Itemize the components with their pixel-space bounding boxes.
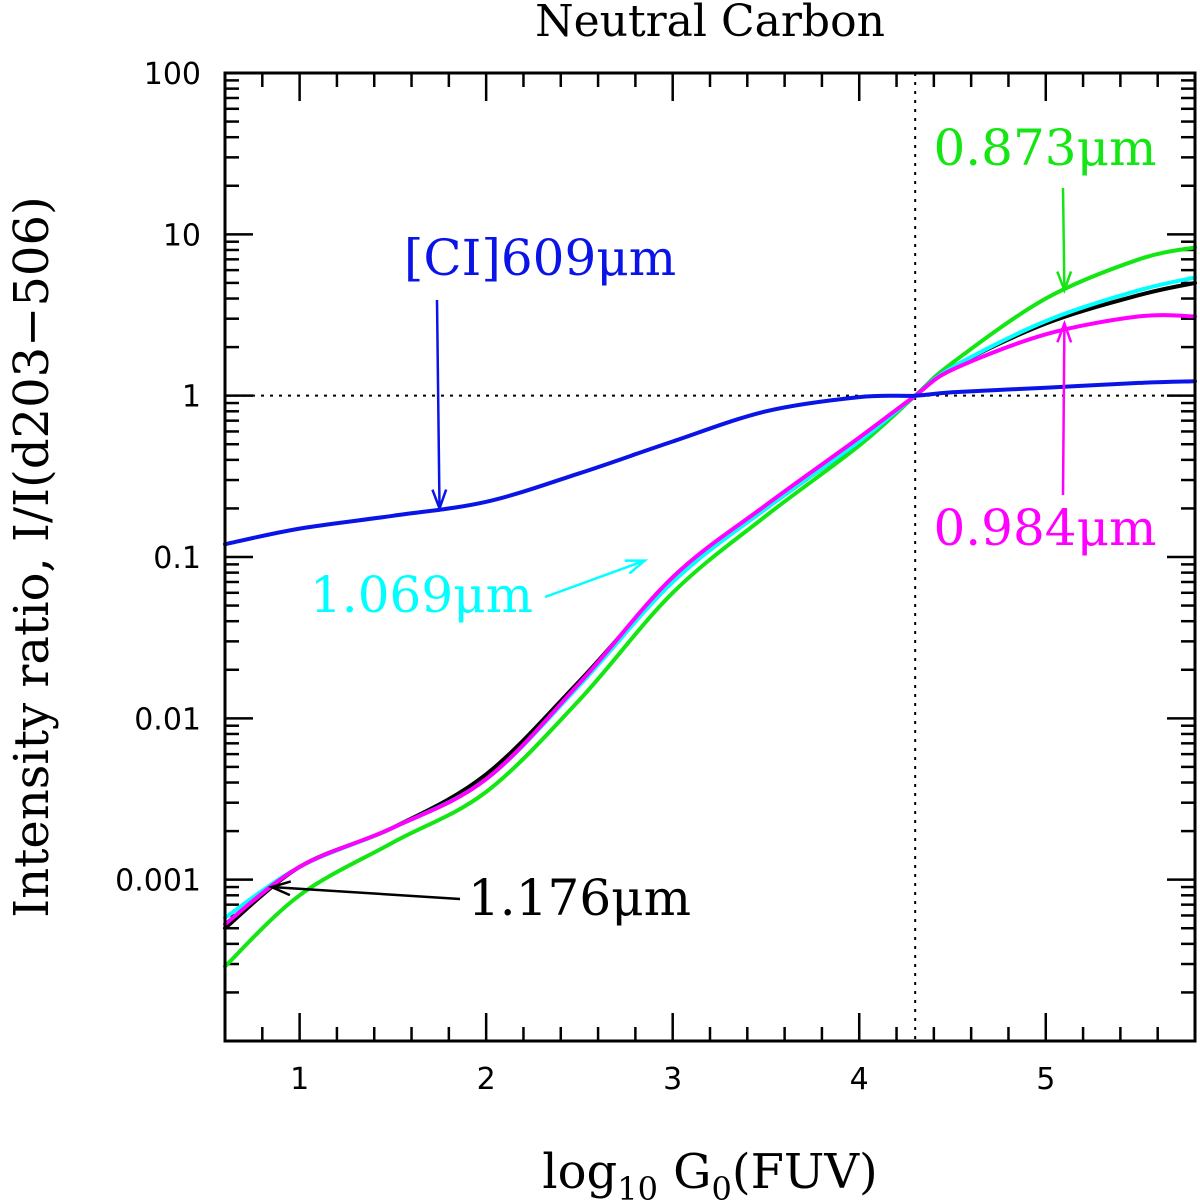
x-tick-label: 4 — [850, 1062, 869, 1097]
x-axis-label-sub-0: 0 — [712, 1170, 732, 1203]
x-axis-label: log10 G0(FUV) — [542, 1144, 878, 1203]
annotation-arrow-1 — [431, 299, 448, 513]
x-axis-label-log: log — [542, 1144, 617, 1200]
x-tick-label: 5 — [1036, 1062, 1055, 1097]
x-axis-label-g: G — [658, 1144, 712, 1200]
series-line-ci-609-m — [223, 379, 1197, 547]
x-tick-label: 1 — [290, 1062, 309, 1097]
data-series — [223, 245, 1197, 969]
y-tick-labels: 100 10 1 0.1 0.01 0.001 — [115, 57, 201, 899]
series-line-0-873-m — [223, 245, 1197, 969]
y-tick-label: 1 — [182, 380, 201, 415]
series-line-0-984-m — [223, 313, 1197, 927]
line-annotations: [CI]609μm 1.069μm 1.176μm 0.873μm 0.984μm — [267, 119, 1157, 927]
annotation-label-3: 1.176μm — [468, 869, 691, 927]
chart-title: Neutral Carbon — [535, 0, 885, 47]
y-tick-label: 0.001 — [115, 864, 201, 899]
y-tick-label: 100 — [144, 57, 201, 92]
y-tick-label: 10 — [163, 218, 201, 253]
annotation-label-5: 0.984μm — [933, 499, 1156, 557]
axis-ticks — [225, 73, 1197, 1041]
x-tick-labels: 1 2 3 4 5 — [290, 1062, 1055, 1097]
x-tick-label: 3 — [663, 1062, 682, 1097]
x-tick-label: 2 — [477, 1062, 496, 1097]
y-tick-label: 0.1 — [153, 541, 201, 576]
y-tick-label: 0.01 — [134, 702, 201, 737]
plot-frame — [223, 71, 1197, 1043]
annotation-arrow-3 — [267, 880, 461, 901]
annotation-arrow-4 — [1056, 187, 1073, 294]
y-axis-label: Intensity ratio, I/I(d203−506) — [4, 196, 60, 917]
annotation-arrow-5 — [1056, 319, 1073, 496]
annotation-label-1: [CI]609μm — [404, 229, 676, 287]
annotation-label-2: 1.069μm — [310, 566, 533, 624]
annotation-label-4: 0.873μm — [933, 119, 1156, 177]
x-axis-label-sub-10: 10 — [617, 1170, 658, 1203]
annotation-arrow-2 — [544, 559, 649, 599]
reference-lines — [225, 73, 1195, 1041]
x-axis-label-fuv: (FUV) — [732, 1144, 878, 1200]
